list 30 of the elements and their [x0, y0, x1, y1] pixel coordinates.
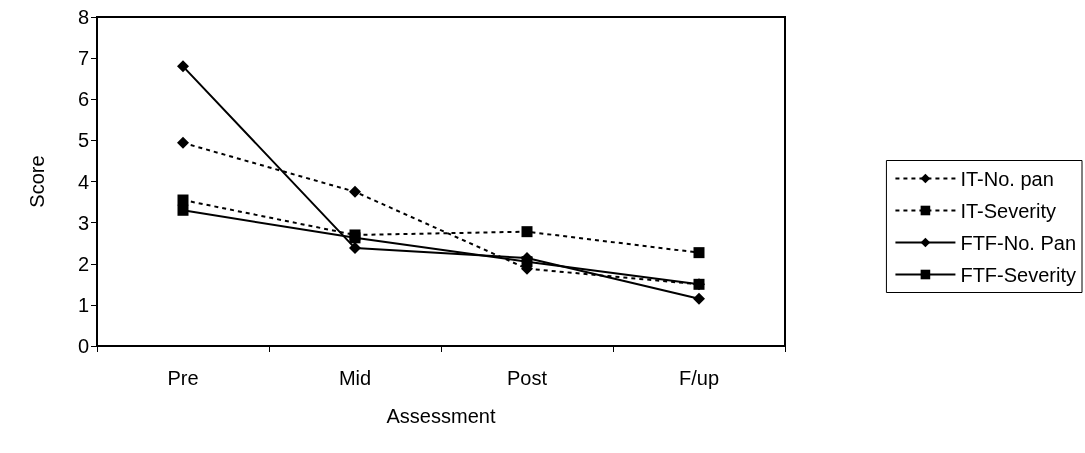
legend-label: FTF-No. Pan	[960, 231, 1076, 254]
point	[177, 204, 189, 216]
point	[349, 185, 361, 198]
y-tick-label: 8	[77, 6, 89, 28]
point	[349, 242, 361, 255]
x-axis-title: Assessment	[386, 405, 496, 427]
point	[521, 256, 533, 268]
legend-label: IT-Severity	[960, 199, 1056, 222]
y-tick-label: 0	[77, 335, 89, 357]
point	[693, 292, 705, 305]
point	[693, 278, 705, 290]
y-tick-label: 1	[77, 293, 89, 316]
point	[177, 136, 189, 149]
y-tick-label: 3	[77, 211, 89, 234]
y-tick-label: 5	[77, 129, 89, 152]
point	[693, 247, 705, 259]
y-tick-label: 2	[77, 252, 89, 275]
y-tick-label: 7	[77, 47, 89, 70]
x-tick-label: Post	[506, 367, 548, 389]
x-tick-label: Mid	[338, 367, 372, 389]
legend-label: IT-No. pan	[960, 167, 1054, 190]
point	[177, 194, 189, 206]
point	[177, 60, 189, 73]
y-tick-label: 6	[77, 88, 89, 111]
point	[521, 226, 533, 238]
y-tick-label: 4	[77, 170, 89, 193]
y-axis-title: Score	[26, 155, 48, 208]
x-tick-label: F/up	[678, 367, 720, 389]
legend-label: FTF-Severity	[960, 263, 1076, 286]
x-tick-label: Pre	[167, 367, 199, 389]
